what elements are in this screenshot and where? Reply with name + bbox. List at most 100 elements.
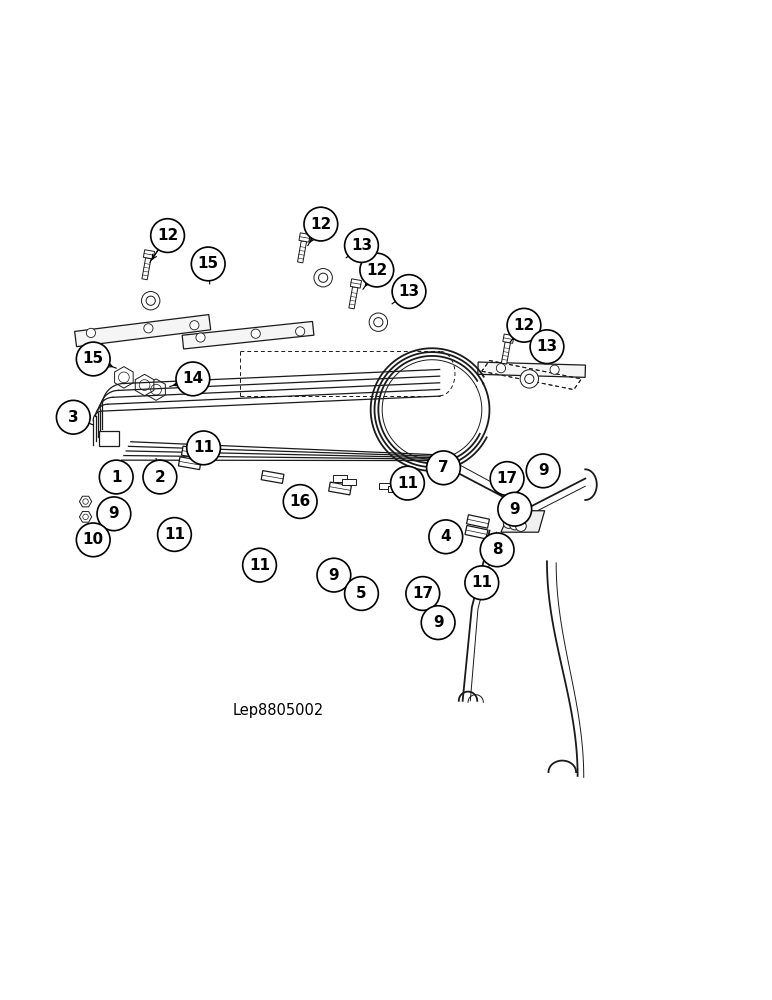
- Text: 11: 11: [397, 476, 418, 491]
- Circle shape: [56, 400, 90, 434]
- Polygon shape: [80, 496, 92, 507]
- Text: 4: 4: [441, 529, 451, 544]
- Text: 9: 9: [538, 463, 548, 478]
- Text: 3: 3: [68, 410, 79, 425]
- Text: 17: 17: [496, 471, 518, 486]
- Polygon shape: [178, 457, 201, 470]
- Circle shape: [314, 269, 333, 287]
- Circle shape: [296, 327, 305, 336]
- Text: 13: 13: [351, 238, 372, 253]
- Circle shape: [391, 466, 425, 500]
- Circle shape: [429, 520, 462, 554]
- Circle shape: [242, 548, 276, 582]
- Circle shape: [141, 292, 160, 310]
- FancyBboxPatch shape: [388, 486, 402, 492]
- Polygon shape: [114, 367, 133, 388]
- Polygon shape: [350, 279, 361, 288]
- Circle shape: [530, 330, 564, 364]
- Text: 2: 2: [154, 470, 165, 485]
- Circle shape: [143, 460, 177, 494]
- Circle shape: [520, 370, 539, 388]
- Text: 12: 12: [157, 228, 178, 243]
- Text: 10: 10: [83, 532, 103, 547]
- Circle shape: [392, 275, 426, 308]
- Circle shape: [480, 533, 514, 567]
- Polygon shape: [182, 321, 314, 349]
- Circle shape: [516, 521, 527, 531]
- Circle shape: [422, 606, 455, 639]
- Circle shape: [76, 342, 110, 376]
- Text: 13: 13: [537, 339, 557, 354]
- Polygon shape: [147, 379, 165, 400]
- Polygon shape: [299, 233, 310, 242]
- Circle shape: [86, 328, 96, 338]
- Circle shape: [503, 518, 514, 528]
- Circle shape: [527, 454, 560, 488]
- Text: Lep8805002: Lep8805002: [233, 703, 324, 718]
- Text: 11: 11: [471, 575, 493, 590]
- Polygon shape: [261, 471, 284, 483]
- Circle shape: [344, 577, 378, 610]
- Text: 12: 12: [513, 318, 534, 333]
- Circle shape: [151, 219, 185, 252]
- Circle shape: [490, 462, 524, 495]
- Text: 17: 17: [412, 586, 433, 601]
- Text: 11: 11: [193, 440, 214, 455]
- Text: 5: 5: [356, 586, 367, 601]
- Polygon shape: [501, 342, 510, 364]
- Text: 9: 9: [510, 502, 520, 517]
- Circle shape: [498, 492, 532, 526]
- Text: 13: 13: [398, 284, 419, 299]
- Polygon shape: [503, 334, 514, 343]
- Polygon shape: [297, 241, 306, 263]
- Text: 11: 11: [249, 558, 270, 573]
- Circle shape: [507, 308, 541, 342]
- Circle shape: [360, 253, 394, 287]
- Circle shape: [496, 364, 506, 373]
- Polygon shape: [80, 512, 92, 522]
- Text: 16: 16: [290, 494, 311, 509]
- Circle shape: [550, 365, 559, 374]
- Polygon shape: [465, 525, 488, 539]
- Polygon shape: [144, 250, 154, 259]
- Circle shape: [283, 485, 317, 518]
- Circle shape: [406, 577, 439, 610]
- FancyBboxPatch shape: [100, 431, 119, 446]
- Circle shape: [317, 558, 350, 592]
- Polygon shape: [142, 258, 151, 280]
- Circle shape: [144, 324, 153, 333]
- Circle shape: [76, 523, 110, 557]
- Circle shape: [100, 460, 133, 494]
- Text: 9: 9: [329, 568, 339, 583]
- Polygon shape: [135, 374, 154, 396]
- Circle shape: [191, 247, 225, 281]
- Circle shape: [369, 313, 388, 331]
- Text: 12: 12: [366, 263, 388, 278]
- Circle shape: [187, 431, 221, 465]
- Circle shape: [190, 321, 199, 330]
- FancyBboxPatch shape: [342, 479, 356, 485]
- Circle shape: [465, 566, 499, 600]
- Text: 1: 1: [111, 470, 121, 485]
- Circle shape: [427, 451, 460, 485]
- Text: 15: 15: [83, 351, 103, 366]
- Circle shape: [304, 207, 337, 241]
- Polygon shape: [349, 287, 358, 309]
- FancyBboxPatch shape: [333, 475, 347, 482]
- Polygon shape: [75, 315, 211, 347]
- Text: 15: 15: [198, 256, 218, 271]
- Text: 8: 8: [492, 542, 503, 557]
- Text: 14: 14: [182, 371, 203, 386]
- Text: 12: 12: [310, 217, 331, 232]
- Circle shape: [196, 333, 205, 342]
- Circle shape: [510, 519, 520, 530]
- Text: 11: 11: [164, 527, 185, 542]
- Circle shape: [157, 518, 191, 551]
- Polygon shape: [329, 482, 351, 495]
- Circle shape: [251, 329, 260, 338]
- FancyBboxPatch shape: [379, 483, 393, 489]
- Circle shape: [97, 497, 130, 531]
- Polygon shape: [466, 515, 489, 528]
- Polygon shape: [181, 446, 205, 459]
- Text: 7: 7: [438, 460, 449, 475]
